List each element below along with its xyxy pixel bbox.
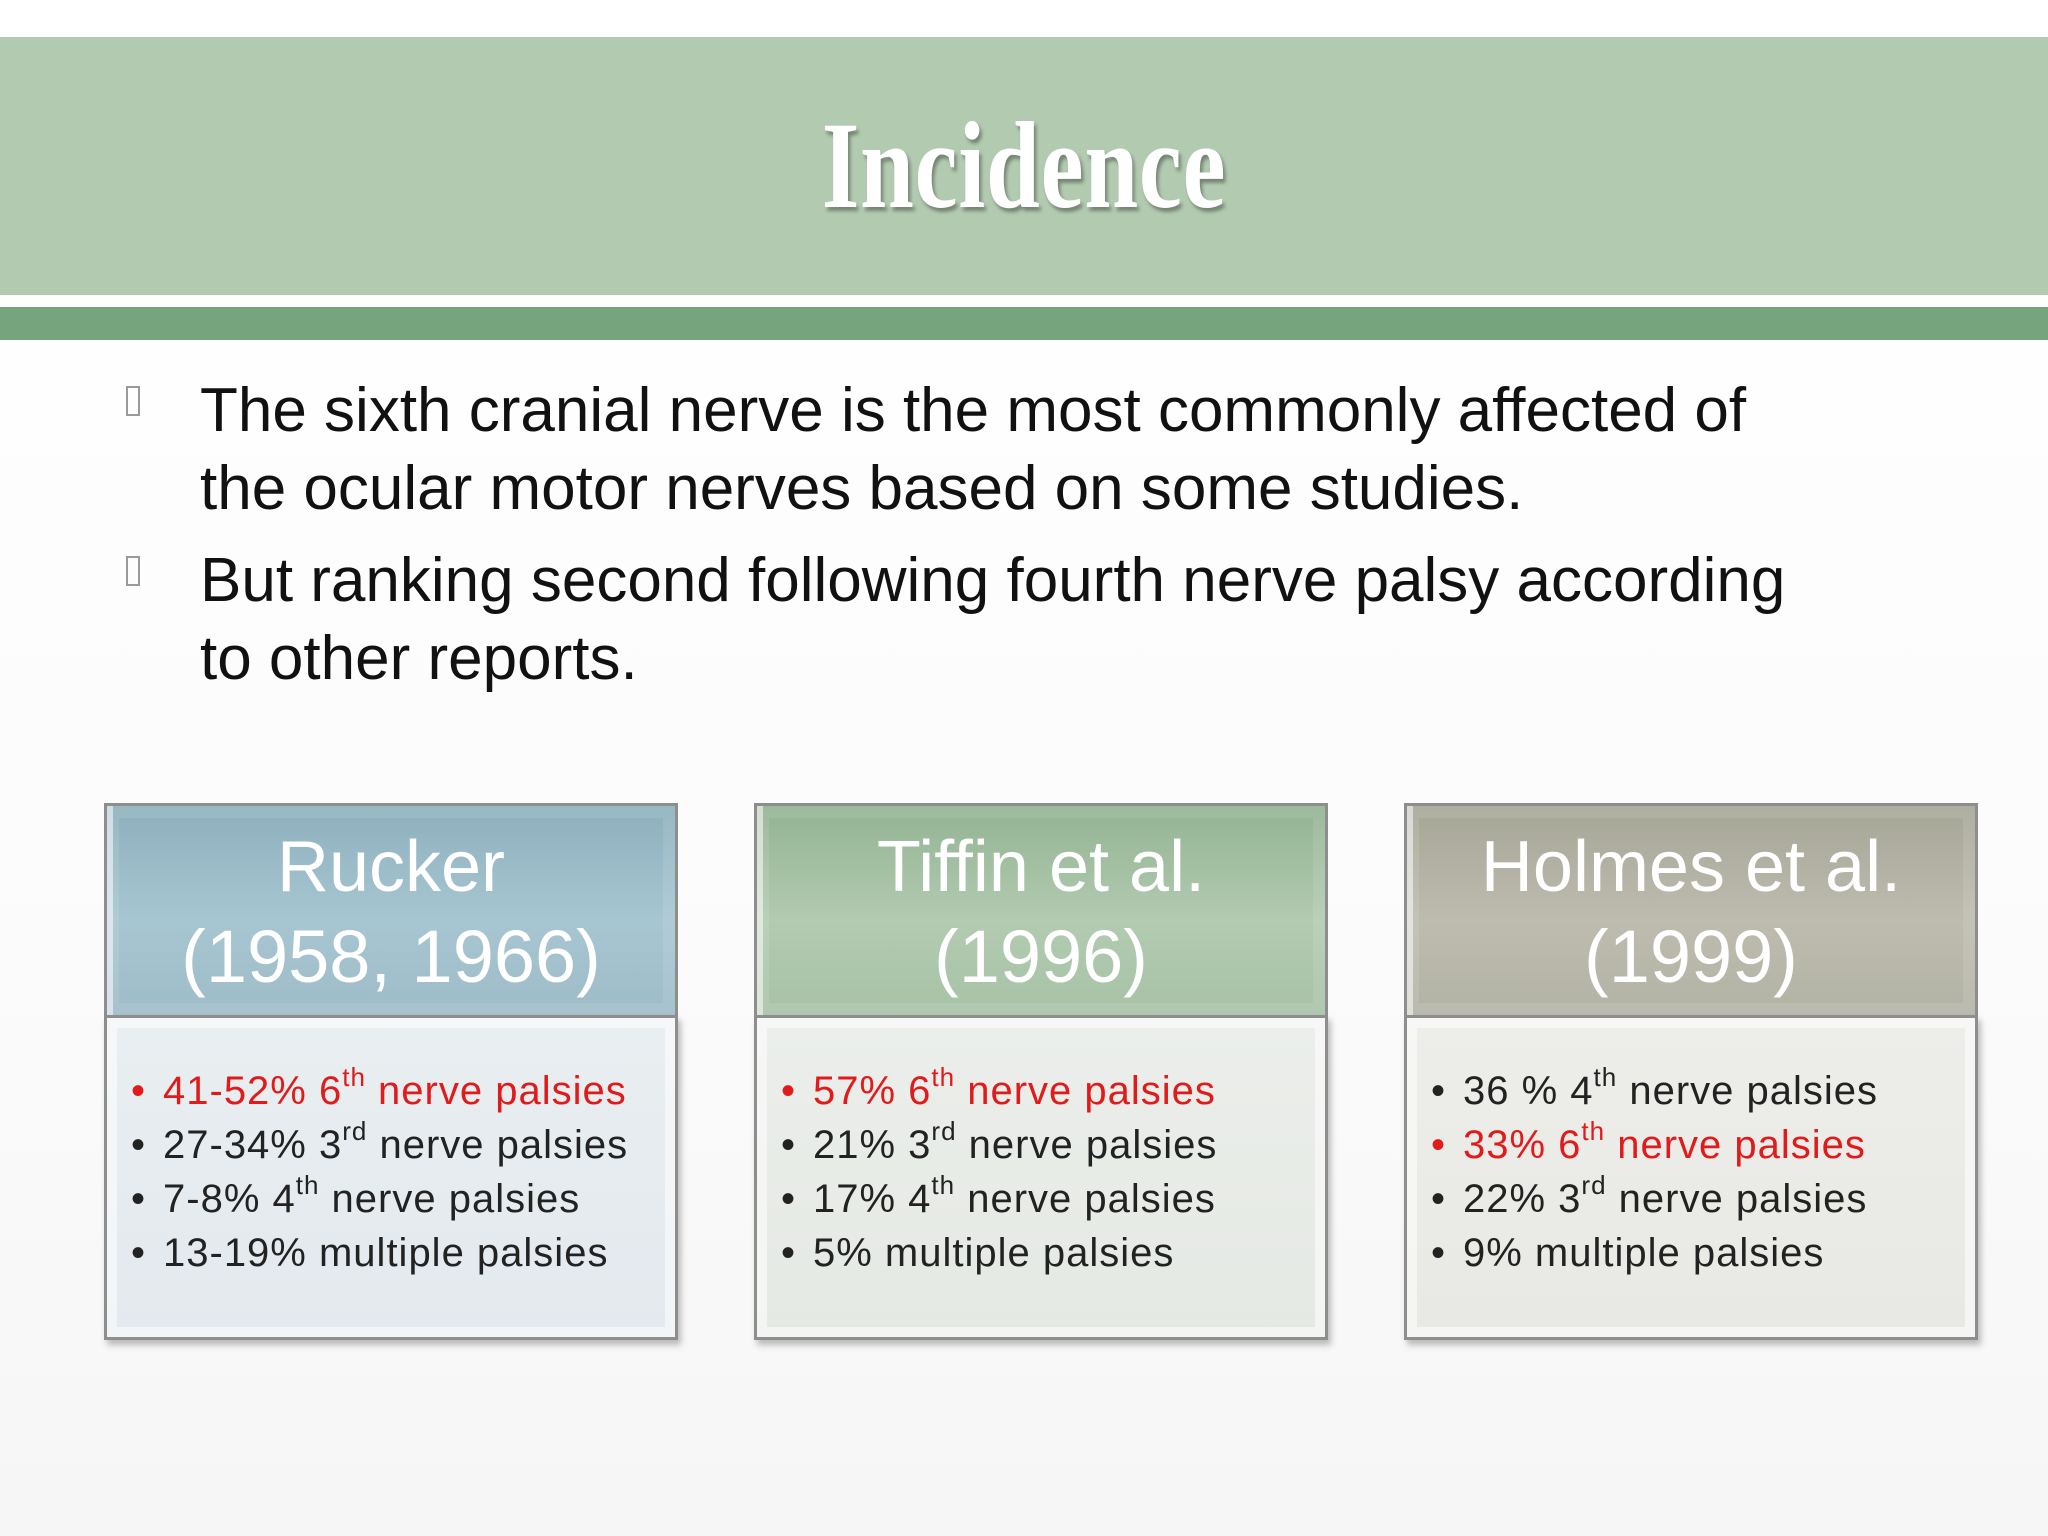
slide-title: Incidence [821, 97, 1227, 234]
panel-list-item: 57% 6th nerve palsies [781, 1064, 1325, 1118]
title-band [0, 37, 2048, 295]
title-separator [0, 307, 2048, 340]
panel-heading-name: Holmes et al. [1480, 827, 1902, 907]
bullet-line: the ocular motor nerves based on some st… [200, 454, 1524, 523]
panel-list-item: 27-34% 3rd nerve palsies [131, 1118, 675, 1172]
panel-list-item: 13-19% multiple palsies [131, 1226, 675, 1280]
panel-list-item: 41-52% 6th nerve palsies [131, 1064, 675, 1118]
panel-heading-name: Rucker [276, 827, 506, 907]
panel-heading: Rucker (1958, 1966) [104, 803, 678, 1015]
panel-list-item: 7-8% 4th nerve palsies [131, 1172, 675, 1226]
panel-heading: Tiffin et al. (1996) [754, 803, 1328, 1015]
study-panel-rucker: Rucker (1958, 1966) 41-52% 6th nerve pal… [104, 803, 678, 1340]
bullet-line: But ranking second following fourth nerv… [200, 546, 1786, 615]
panel-list-item: 22% 3rd nerve palsies [1431, 1172, 1975, 1226]
panel-list-item: 21% 3rd nerve palsies [781, 1118, 1325, 1172]
bullet-box-icon [126, 386, 140, 416]
study-panel-tiffin: Tiffin et al. (1996) 57% 6th nerve palsi… [754, 803, 1328, 1340]
panel-list-item: 33% 6th nerve palsies [1431, 1118, 1975, 1172]
bullet-line: The sixth cranial nerve is the most comm… [200, 376, 1747, 445]
bullet-item: The sixth cranial nerve is the most comm… [120, 372, 1920, 528]
panel-list-item: 17% 4th nerve palsies [781, 1172, 1325, 1226]
panel-heading-years: (1999) [1584, 915, 1798, 998]
bullet-line: to other reports. [200, 624, 638, 693]
panel-body: 41-52% 6th nerve palsies 27-34% 3rd nerv… [104, 1015, 678, 1340]
panel-body: 36 % 4th nerve palsies 33% 6th nerve pal… [1404, 1015, 1978, 1340]
bullet-item: But ranking second following fourth nerv… [120, 542, 1920, 698]
panel-list-item: 9% multiple palsies [1431, 1226, 1975, 1280]
panel-list-item: 5% multiple palsies [781, 1226, 1325, 1280]
bullet-box-icon [126, 556, 140, 586]
panel-heading-years: (1958, 1966) [181, 915, 601, 998]
panel-body: 57% 6th nerve palsies 21% 3rd nerve pals… [754, 1015, 1328, 1340]
panel-heading: Holmes et al. (1999) [1404, 803, 1978, 1015]
panel-list-item: 36 % 4th nerve palsies [1431, 1064, 1975, 1118]
study-panel-holmes: Holmes et al. (1999) 36 % 4th nerve pals… [1404, 803, 1978, 1340]
bullet-list: The sixth cranial nerve is the most comm… [120, 372, 1920, 712]
panel-heading-name: Tiffin et al. [876, 827, 1206, 907]
panel-heading-years: (1996) [934, 915, 1148, 998]
